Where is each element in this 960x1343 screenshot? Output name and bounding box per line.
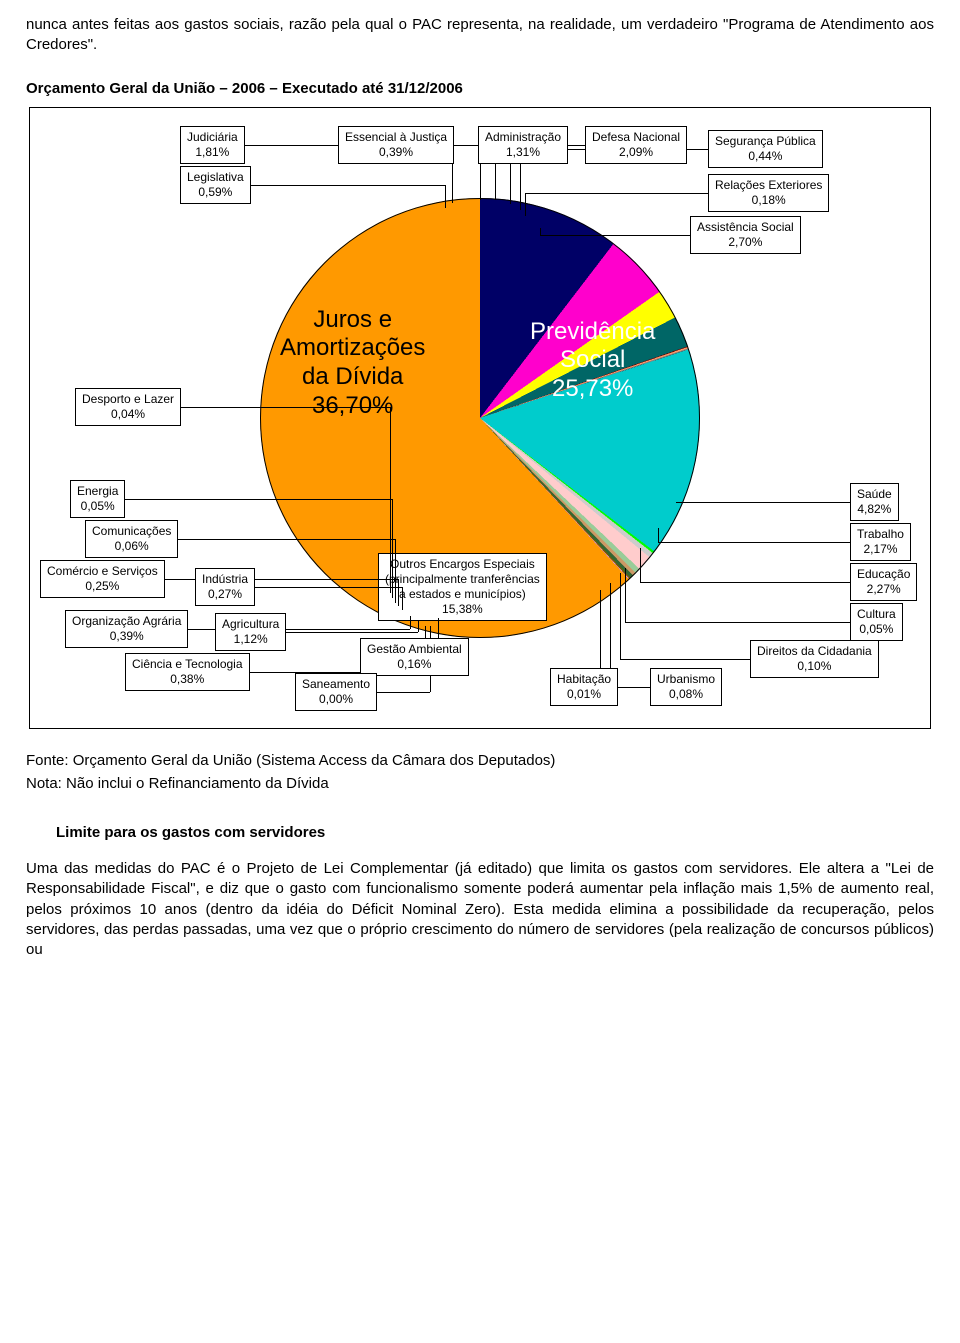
callout-habitacao: Habitação0,01% [550, 668, 618, 706]
callout-saude: Saúde4,82% [850, 483, 899, 521]
callout-judiciaria: Judiciária1,81% [180, 126, 245, 164]
leader-line [676, 502, 677, 503]
callout-comercio_servicos: Comércio e Serviços0,25% [40, 560, 165, 598]
leader-line [658, 542, 881, 543]
callout-seguranca_publica: Segurança Pública0,44% [708, 130, 823, 168]
leader-line [625, 622, 877, 623]
leader-line [410, 616, 411, 629]
callout-cultura: Cultura0,05% [850, 603, 903, 641]
leader-line [620, 573, 621, 659]
chart-title: Orçamento Geral da União – 2006 – Execut… [26, 80, 934, 97]
leader-line [625, 568, 626, 622]
section-heading: Limite para os gastos com servidores [56, 824, 934, 841]
callout-legislativa: Legislativa0,59% [180, 166, 251, 204]
leader-line [98, 499, 393, 500]
center-label-left: Juros eAmortizaçõesda Dívida36,70% [280, 306, 425, 421]
leader-line [398, 579, 399, 606]
data-note: Nota: Não inclui o Refinanciamento da Dí… [26, 774, 934, 794]
callout-gestao_ambiental: Gestão Ambiental0,16% [360, 638, 469, 676]
leader-line [418, 620, 419, 632]
callout-agricultura: Agricultura1,12% [215, 613, 286, 651]
leader-line [640, 582, 884, 583]
leader-line [640, 548, 641, 582]
callout-defesa_nacional: Defesa Nacional2,09% [585, 126, 687, 164]
leader-line [445, 185, 446, 208]
leader-line [392, 499, 393, 598]
intro-paragraph: nunca antes feitas aos gastos sociais, r… [26, 15, 934, 56]
callout-relacoes_exteriores: Relações Exteriores0,18% [708, 174, 829, 212]
callout-energia: Energia0,05% [70, 480, 125, 518]
center-label-right: PrevidênciaSocial25,73% [530, 318, 655, 404]
callout-direitos_cidadania: Direitos da Cidadania0,10% [750, 640, 879, 678]
callout-administracao: Administração1,31% [478, 126, 568, 164]
leader-line [395, 539, 396, 603]
callout-organizacao_agraria: Organização Agrária0,39% [65, 610, 188, 648]
leader-line [402, 587, 403, 610]
leader-line [658, 528, 659, 542]
callout-desporto_lazer: Desporto e Lazer0,04% [75, 388, 181, 426]
leader-line [390, 407, 391, 593]
budget-pie-chart: Juros eAmortizaçõesda Dívida36,70% Previd… [29, 107, 931, 729]
leader-line [676, 502, 875, 503]
callout-essencial_justica: Essencial à Justiça0,39% [338, 126, 454, 164]
page-root: nunca antes feitas aos gastos sociais, r… [0, 15, 960, 1001]
leader-line [525, 193, 526, 216]
source-note: Fonte: Orçamento Geral da União (Sistema… [26, 751, 934, 771]
callout-trabalho: Trabalho2,17% [850, 523, 911, 561]
callout-comunicacoes: Comunicações0,06% [85, 520, 178, 558]
callout-assistencia_social: Assistência Social2,70% [690, 216, 801, 254]
callout-saneamento: Saneamento0,00% [295, 673, 377, 711]
callout-urbanismo: Urbanismo0,08% [650, 668, 722, 706]
callout-educacao: Educação2,27% [850, 563, 917, 601]
leader-line [540, 228, 541, 235]
callout-ciencia_tecnologia: Ciência e Tecnologia0,38% [125, 653, 250, 691]
body-paragraph: Uma das medidas do PAC é o Projeto de Le… [26, 859, 934, 960]
callout-outros_encargos: Outros Encargos Especiais(principalmente… [378, 553, 547, 621]
callout-industria: Indústria0,27% [195, 568, 255, 606]
